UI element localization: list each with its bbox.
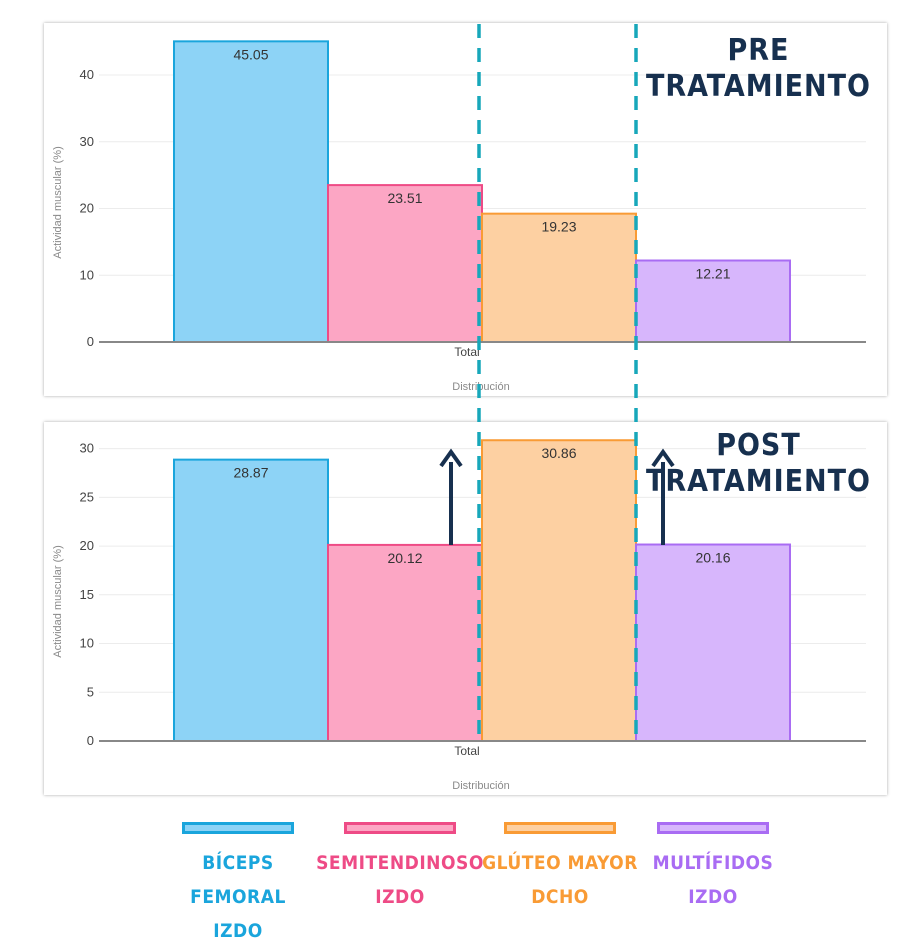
- post-y-axis-title: Actividad muscular (%): [52, 545, 64, 657]
- legend-swatch-biceps: [182, 822, 294, 834]
- post-x-tick-label: Total: [454, 744, 479, 758]
- post-bar-value-semi: 20.12: [387, 550, 422, 566]
- legend-swatch-semi: [344, 822, 456, 834]
- pre-bar-gluteo: [481, 212, 637, 343]
- pre-bar-value-biceps: 45.05: [233, 46, 268, 62]
- post-y-tick-label: 5: [87, 684, 94, 699]
- post-y-tick-label: 25: [80, 489, 94, 504]
- post-x-axis-title: Distribución: [452, 780, 509, 792]
- post-y-tick-label: 10: [80, 636, 94, 651]
- legend-gluteo-line2: DCHO: [531, 886, 589, 908]
- legend-biceps-line2: IZDO: [213, 920, 263, 942]
- legend-gluteo-mayor: GLÚTEO MAYOR DCHO: [475, 822, 645, 914]
- legend-label-biceps: BÍCEPS FEMORAL IZDO: [153, 846, 323, 948]
- pre-bar-multi: [635, 259, 791, 343]
- pre-y-tick-label: 20: [80, 201, 94, 216]
- post-bar-biceps: [173, 458, 329, 743]
- legend-gluteo-line1: GLÚTEO MAYOR: [482, 852, 638, 874]
- post-bar-value-multi: 20.16: [695, 550, 730, 566]
- legend-multifidos: MULTÍFIDOS IZDO: [628, 822, 798, 914]
- pre-y-tick-label: 0: [87, 334, 94, 349]
- legend-multi-line1: MULTÍFIDOS: [652, 852, 774, 874]
- pre-title-line2: TRATAMIENTO: [645, 69, 871, 104]
- legend-semi-line2: IZDO: [375, 886, 425, 908]
- legend-semitendinoso: SEMITENDINOSO IZDO: [315, 822, 485, 914]
- legend-multi-line2: IZDO: [688, 886, 738, 908]
- legend-swatch-gluteo: [504, 822, 616, 834]
- post-title-line1: POST: [716, 428, 801, 463]
- legend-label-gluteo: GLÚTEO MAYOR DCHO: [475, 846, 645, 914]
- pre-bar-semi: [327, 184, 483, 343]
- pre-y-tick-label: 10: [80, 267, 94, 282]
- post-bar-multi: [635, 543, 791, 742]
- pre-title-line1: PRE: [727, 33, 790, 68]
- pre-treatment-chart: 0 10 20 30 40 45.05 23.51 19.23 12.21 Total Distri…: [52, 40, 866, 393]
- legend-semi-line1: SEMITENDINOSO: [316, 852, 484, 874]
- post-y-tick-label: 30: [80, 441, 94, 456]
- pre-x-axis-title: Distribución: [452, 381, 509, 393]
- pre-bar-value-gluteo: 19.23: [541, 219, 576, 235]
- post-y-tick-label: 15: [80, 587, 94, 602]
- post-y-tick-label: 0: [87, 733, 94, 748]
- pre-y-tick-label: 40: [80, 67, 94, 82]
- post-bar-value-gluteo: 30.86: [541, 445, 576, 461]
- legend-label-multi: MULTÍFIDOS IZDO: [628, 846, 798, 914]
- post-bar-gluteo: [481, 439, 637, 743]
- pre-y-tick-label: 30: [80, 134, 94, 149]
- legend-biceps-femoral: BÍCEPS FEMORAL IZDO: [153, 822, 323, 948]
- legend-biceps-line1: BÍCEPS FEMORAL: [190, 852, 286, 908]
- pre-x-tick-label: Total: [454, 345, 479, 359]
- post-bar-value-biceps: 28.87: [233, 465, 268, 481]
- post-treatment-chart: 0 5 10 15 20 25 30 28.87 20.12 30.86 20.16 Total Dis…: [52, 439, 866, 792]
- legend-swatch-multi: [657, 822, 769, 834]
- post-title-line2: TRATAMIENTO: [645, 464, 871, 499]
- post-bar-semi: [327, 543, 483, 743]
- legend-label-semi: SEMITENDINOSO IZDO: [315, 846, 485, 914]
- post-y-tick-label: 20: [80, 538, 94, 553]
- pre-bar-value-multi: 12.21: [695, 266, 730, 282]
- pre-treatment-chart-panel: 0 10 20 30 40 45.05 23.51 19.23 12.21 Total Distri…: [44, 23, 887, 396]
- post-treatment-title: POST TRATAMIENTO: [646, 428, 871, 500]
- post-treatment-chart-panel: 0 5 10 15 20 25 30 28.87 20.12 30.86 20.16 Total Dis…: [44, 422, 887, 795]
- pre-y-axis-title: Actividad muscular (%): [52, 146, 64, 258]
- pre-treatment-title: PRE TRATAMIENTO: [646, 33, 871, 105]
- pre-bar-biceps: [173, 40, 329, 344]
- pre-bar-value-semi: 23.51: [387, 190, 422, 206]
